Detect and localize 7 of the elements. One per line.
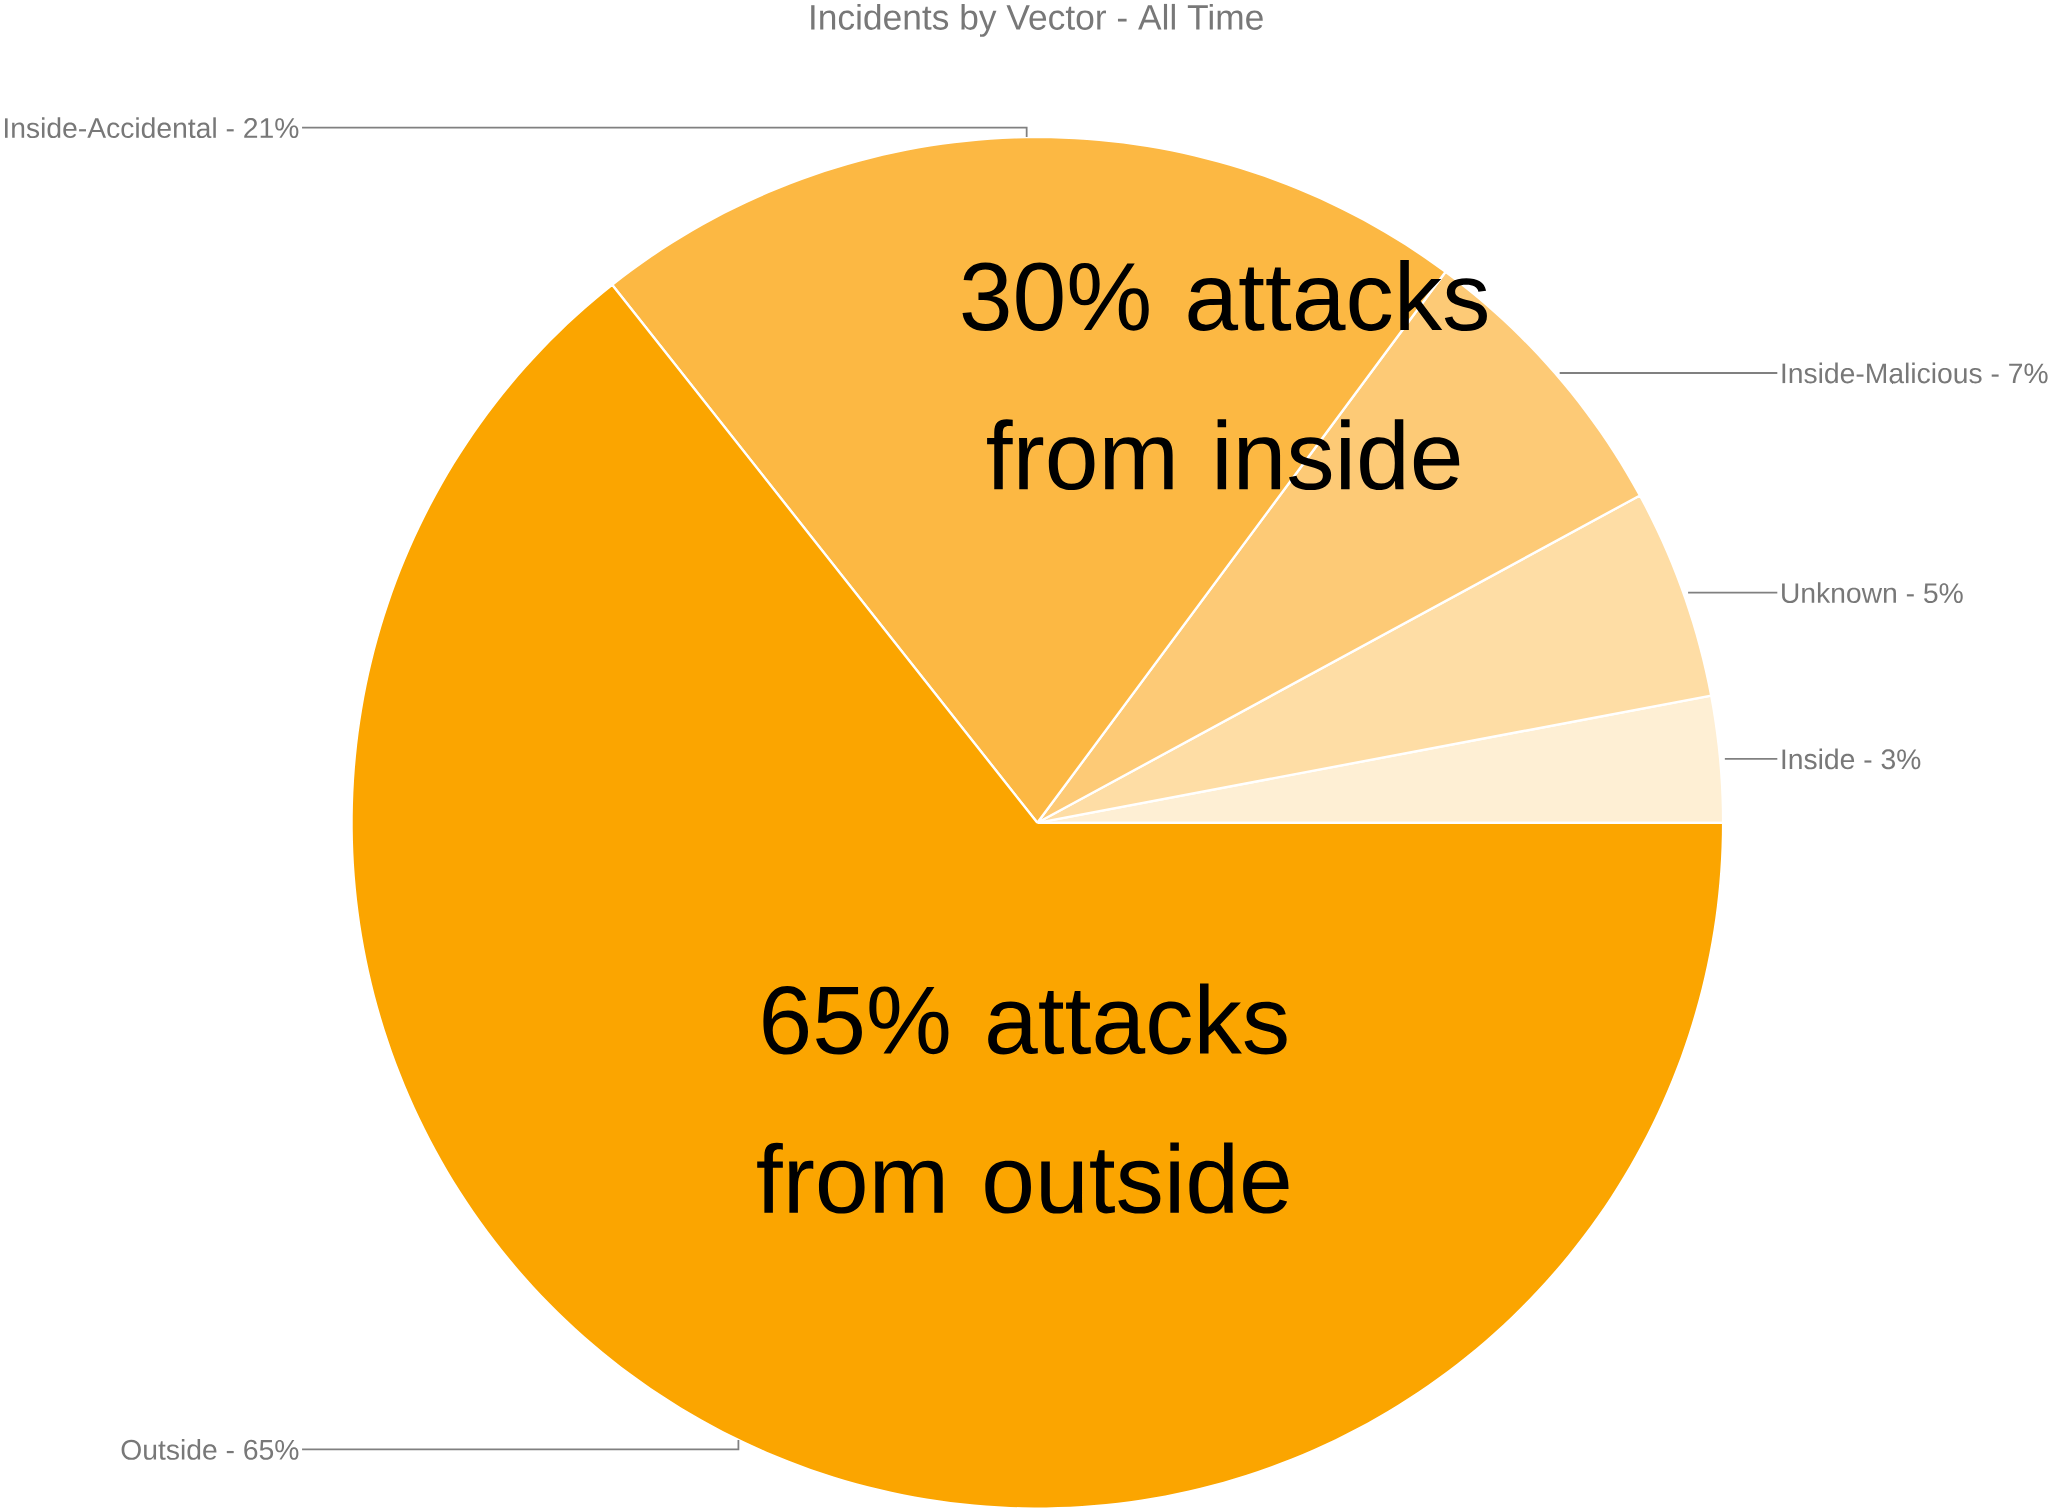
slice-label: Outside - 65% [121,1439,299,1460]
slice-label: Inside - 3% [1782,748,1921,770]
chart-title: Incidents by Vector - All Time [811,4,1263,37]
slice-label: Unknown - 5% [1782,582,1963,604]
slice-label: Inside-Malicious - 7% [1782,362,2048,384]
text: 65% attacks from outside [757,983,1289,1214]
slice-label: Inside-Accidental - 21% [4,117,299,139]
